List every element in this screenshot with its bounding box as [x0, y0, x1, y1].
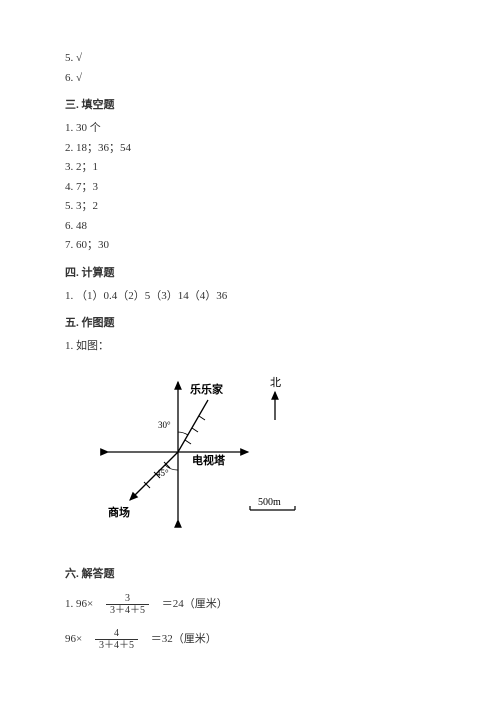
equation-1: 1. 96× 3 3＋4＋5 ＝24（厘米） [65, 593, 435, 616]
answer-line: 1. 30 个 [65, 120, 435, 137]
top-block: 5. √ 6. √ [65, 50, 435, 86]
eq-rhs: ＝24（厘米） [162, 598, 228, 610]
home-label: 乐乐家 [190, 382, 224, 396]
fraction: 4 3＋4＋5 [95, 628, 138, 651]
section-4-body: 1. （1）0.4（2）5（3）14（4）36 [65, 288, 435, 305]
answer-line: 4. 7；3 [65, 179, 435, 196]
diagram-svg: 北 乐乐家 电视塔 商场 500m 30° 45° [100, 370, 320, 540]
tower-label: 电视塔 [192, 453, 226, 467]
answer-line: 3. 2；1 [65, 159, 435, 176]
answer-line: 1. （1）0.4（2）5（3）14（4）36 [65, 288, 435, 305]
angle2-label: 45° [156, 468, 169, 478]
eq-lhs: 96× [65, 633, 82, 645]
section-4-title: 四. 计算题 [65, 264, 435, 280]
section-3-title: 三. 填空题 [65, 96, 435, 112]
answer-line: 6. 48 [65, 218, 435, 235]
angle1-label: 30° [158, 420, 171, 430]
answer-line: 5. 3；2 [65, 198, 435, 215]
mall-label: 商场 [108, 505, 130, 519]
numerator: 3 [106, 593, 149, 605]
section-3-body: 1. 30 个 2. 18；36；54 3. 2；1 4. 7；3 5. 3；2… [65, 120, 435, 254]
denominator: 3＋4＋5 [106, 605, 149, 616]
equation-2: 96× 4 3＋4＋5 ＝32（厘米） [65, 628, 435, 651]
answer-line: 2. 18；36；54 [65, 140, 435, 157]
document-page: 5. √ 6. √ 三. 填空题 1. 30 个 2. 18；36；54 3. … [0, 0, 500, 683]
section-5-title: 五. 作图题 [65, 314, 435, 330]
answer-line: 5. √ [65, 50, 435, 67]
north-label: 北 [270, 376, 281, 389]
compass-diagram: 北 乐乐家 电视塔 商场 500m 30° 45° [100, 370, 320, 540]
denominator: 3＋4＋5 [95, 640, 138, 651]
answer-line: 6. √ [65, 70, 435, 87]
eq-lhs: 1. 96× [65, 598, 93, 610]
figure-intro: 1. 如图： [65, 338, 435, 355]
answer-line: 7. 60；30 [65, 237, 435, 254]
fraction: 3 3＋4＋5 [106, 593, 149, 616]
section-6-title: 六. 解答题 [65, 565, 435, 581]
scale-label: 500m [258, 497, 281, 508]
eq-rhs: ＝32（厘米） [151, 633, 217, 645]
numerator: 4 [95, 628, 138, 640]
